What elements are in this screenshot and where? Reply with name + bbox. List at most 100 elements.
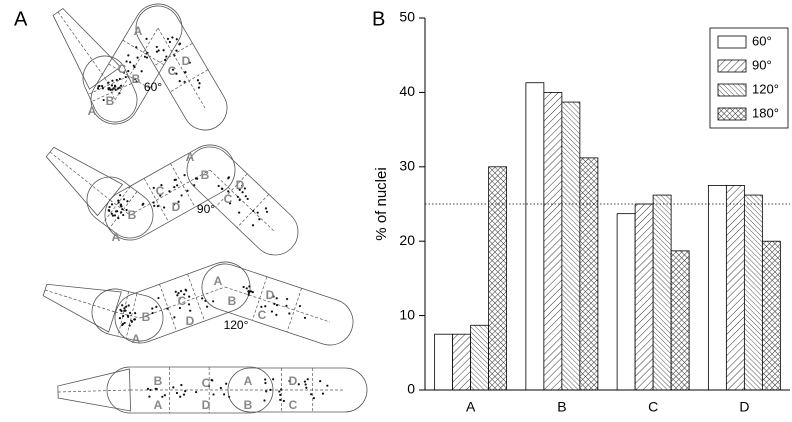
segment-label: C bbox=[258, 308, 267, 322]
nucleus-dot bbox=[125, 306, 127, 308]
nucleus-dot bbox=[265, 207, 267, 209]
segment-label: A bbox=[134, 24, 143, 38]
legend-label: 120° bbox=[752, 81, 779, 96]
nucleus-dot bbox=[326, 385, 328, 387]
nucleus-dot bbox=[165, 55, 167, 57]
nucleus-dot bbox=[163, 49, 165, 51]
segment-label: A bbox=[132, 332, 141, 346]
nucleus-dot bbox=[126, 200, 128, 202]
nucleus-dot bbox=[179, 43, 181, 45]
nucleus-dot bbox=[146, 56, 148, 58]
figure: A ABCBACD60°ABCDABCD90°ABCDABCD120°BACDA… bbox=[0, 0, 792, 422]
nucleus-dot bbox=[164, 59, 166, 61]
nucleus-dot bbox=[264, 378, 266, 380]
nucleus-dot bbox=[153, 187, 155, 189]
nucleus-dot bbox=[97, 87, 99, 89]
nucleus-dot bbox=[305, 387, 307, 389]
nucleus-dot bbox=[218, 185, 220, 187]
segment-label: A bbox=[112, 230, 121, 244]
x-tick-label: B bbox=[557, 399, 566, 415]
nucleus-dot bbox=[171, 36, 173, 38]
segment-label: C bbox=[224, 192, 233, 206]
segment-label: A bbox=[244, 374, 253, 388]
nucleus-dot bbox=[129, 324, 131, 326]
segment-label: D bbox=[266, 288, 275, 302]
nucleus-dot bbox=[258, 218, 260, 220]
nucleus-dot bbox=[166, 307, 168, 309]
cell-axis bbox=[58, 390, 130, 392]
y-tick-label: 30 bbox=[399, 158, 415, 174]
nucleus-dot bbox=[264, 382, 266, 384]
nucleus-dot bbox=[280, 388, 282, 390]
segment-label: B bbox=[142, 310, 151, 324]
nucleus-dot bbox=[144, 56, 146, 58]
nucleus-dot bbox=[108, 210, 110, 212]
bar bbox=[453, 334, 471, 390]
nucleus-dot bbox=[237, 196, 239, 198]
nucleus-dot bbox=[116, 79, 118, 81]
y-tick-label: 50 bbox=[399, 9, 415, 25]
nucleus-dot bbox=[103, 99, 105, 101]
nucleus-dot bbox=[183, 394, 185, 396]
nucleus-dot bbox=[134, 318, 136, 320]
cell-arm bbox=[177, 137, 307, 264]
nucleus-dot bbox=[245, 195, 247, 197]
nucleus-dot bbox=[265, 390, 267, 392]
nucleus-dot bbox=[110, 89, 112, 91]
cell-tip bbox=[53, 9, 120, 90]
nucleus-dot bbox=[119, 194, 121, 196]
nucleus-dot bbox=[286, 298, 288, 300]
segment-label: C bbox=[289, 398, 298, 412]
nucleus-dot bbox=[141, 70, 143, 72]
nucleus-dot bbox=[276, 304, 278, 306]
legend-label: 60° bbox=[752, 33, 772, 48]
bar bbox=[617, 214, 635, 390]
nucleus-dot bbox=[134, 312, 136, 314]
nucleus-dot bbox=[201, 297, 203, 299]
legend-swatch bbox=[718, 84, 746, 96]
bar bbox=[544, 92, 562, 390]
segment-label: C bbox=[168, 64, 177, 78]
nucleus-dot bbox=[114, 85, 116, 87]
nucleus-dot bbox=[127, 54, 129, 56]
nucleus-dot bbox=[272, 378, 274, 380]
nucleus-dot bbox=[252, 224, 254, 226]
nucleus-dot bbox=[129, 312, 131, 314]
nucleus-dot bbox=[151, 307, 153, 309]
nucleus-dot bbox=[257, 212, 259, 214]
nucleus-dot bbox=[175, 179, 177, 181]
nucleus-dot bbox=[188, 303, 190, 305]
legend-swatch bbox=[718, 108, 746, 120]
nucleus-dot bbox=[107, 82, 109, 84]
nucleus-dot bbox=[298, 383, 300, 385]
nucleus-dot bbox=[288, 312, 290, 314]
nucleus-dot bbox=[176, 38, 178, 40]
nucleus-dot bbox=[273, 303, 275, 305]
segment-label: D bbox=[202, 398, 211, 412]
nucleus-dot bbox=[169, 41, 171, 43]
segment-label: A bbox=[154, 398, 163, 412]
nucleus-dot bbox=[186, 190, 188, 192]
bar bbox=[653, 195, 671, 390]
bar bbox=[580, 158, 598, 390]
nucleus-dot bbox=[117, 87, 119, 89]
legend-label: 180° bbox=[752, 105, 779, 120]
y-tick-label: 10 bbox=[399, 306, 415, 322]
segment-label: B bbox=[128, 208, 137, 222]
nucleus-dot bbox=[179, 396, 181, 398]
nucleus-dot bbox=[153, 205, 155, 207]
bar bbox=[762, 241, 780, 390]
bar bbox=[744, 195, 762, 390]
bar bbox=[726, 185, 744, 390]
segment-label: B bbox=[132, 72, 141, 86]
nucleus-dot bbox=[239, 199, 241, 201]
nucleus-dot bbox=[107, 87, 109, 89]
nucleus-dot bbox=[223, 393, 225, 395]
nucleus-dot bbox=[124, 322, 126, 324]
y-tick-label: 40 bbox=[399, 83, 415, 99]
nucleus-dot bbox=[305, 383, 307, 385]
nucleus-dot bbox=[271, 310, 273, 312]
panel-a: A ABCBACD60°ABCDABCD90°ABCDABCD120°BACDA… bbox=[14, 0, 367, 413]
nucleus-dot bbox=[113, 87, 115, 89]
x-tick-label: A bbox=[466, 399, 476, 415]
